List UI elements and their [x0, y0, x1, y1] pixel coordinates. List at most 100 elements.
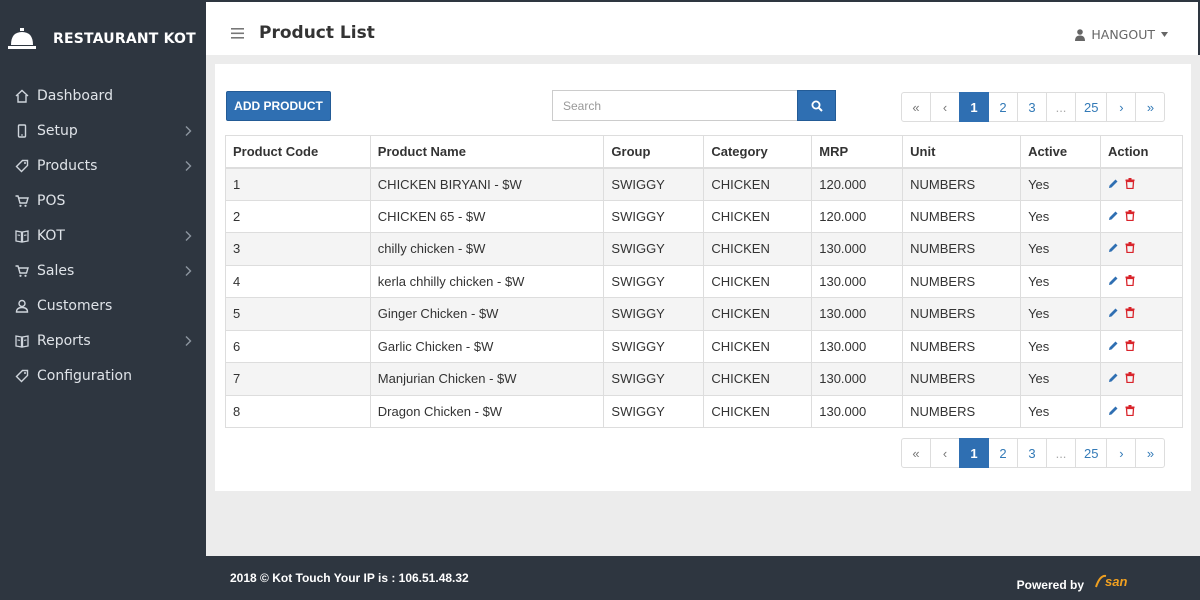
column-header[interactable]: Product Name	[369, 135, 605, 169]
sidebar-item-products[interactable]: Products	[0, 148, 206, 183]
table-cell: 130.000	[811, 297, 904, 331]
table-row[interactable]: 8 Dragon Chicken - $W SWIGGY CHICKEN 130.000…	[225, 394, 1183, 428]
pagination-ellipsis[interactable]: ...	[1046, 92, 1076, 122]
sidebar-nav: Dashboard Setup Products POS KOT Sales Custome…	[0, 78, 206, 393]
table-cell: SWIGGY	[603, 264, 705, 298]
table-row[interactable]: 1 CHICKEN BIRYANI - $W SWIGGY CHICKEN 120.00…	[225, 167, 1183, 201]
chevron-right-icon	[185, 335, 192, 346]
delete-button[interactable]	[1125, 242, 1135, 254]
table-cell: Yes	[1020, 167, 1101, 201]
book-icon	[15, 229, 29, 243]
table-row[interactable]: 2 CHICKEN 65 - $W SWIGGY CHICKEN 120.000 NUMB…	[225, 199, 1183, 233]
column-header[interactable]: Group	[603, 135, 705, 169]
table-cell: CHICKEN 65 - $W	[369, 199, 605, 233]
cart-icon	[15, 264, 29, 277]
page-25-button[interactable]: 25	[1075, 438, 1108, 468]
footer-text: 2018 © Kot Touch Your IP is : 106.51.48.…	[230, 571, 469, 585]
page-3-button[interactable]: 3	[1017, 92, 1047, 122]
sidebar-item-configuration[interactable]: Configuration	[0, 358, 206, 393]
delete-button[interactable]	[1125, 339, 1135, 351]
table-row[interactable]: 6 Garlic Chicken - $W SWIGGY CHICKEN 130.000…	[225, 329, 1183, 363]
table-cell: CHICKEN	[703, 362, 813, 396]
edit-button[interactable]	[1108, 307, 1119, 318]
table-cell: CHICKEN	[703, 199, 813, 233]
column-header[interactable]: Action	[1100, 135, 1183, 169]
search-button[interactable]	[797, 90, 836, 121]
sidebar-item-customers[interactable]: Customers	[0, 288, 206, 323]
action-cell	[1100, 394, 1183, 428]
sidebar-item-pos[interactable]: POS	[0, 183, 206, 218]
add-product-button[interactable]: ADD PRODUCT	[226, 91, 331, 121]
brand[interactable]: RESTAURANT KOT	[0, 0, 206, 78]
edit-button[interactable]	[1108, 340, 1119, 351]
trash-icon	[1125, 307, 1135, 319]
delete-button[interactable]	[1125, 307, 1135, 319]
table-cell: Yes	[1020, 232, 1101, 266]
table-row[interactable]: 3 chilly chicken - $W SWIGGY CHICKEN 130.000…	[225, 232, 1183, 266]
page-2-button[interactable]: 2	[988, 438, 1018, 468]
page-1-button[interactable]: 1	[959, 438, 989, 468]
page-1-button[interactable]: 1	[959, 92, 989, 122]
table-row[interactable]: 7 Manjurian Chicken - $W SWIGGY CHICKEN 130.…	[225, 362, 1183, 396]
last-page-button[interactable]: »	[1135, 438, 1166, 468]
delete-button[interactable]	[1125, 372, 1135, 384]
table-row[interactable]: 4 kerla chhilly chicken - $W SWIGGY CHICKEN…	[225, 264, 1183, 298]
table-cell: 2	[225, 199, 371, 233]
next-page-button[interactable]: ›	[1106, 438, 1137, 468]
edit-button[interactable]	[1108, 372, 1119, 383]
pencil-icon	[1109, 179, 1118, 188]
product-list-panel: ADD PRODUCT «‹123...25›» Product CodePro…	[215, 64, 1191, 491]
pagination-ellipsis[interactable]: ...	[1046, 438, 1076, 468]
sidebar-item-setup[interactable]: Setup	[0, 113, 206, 148]
prev-page-button[interactable]: ‹	[930, 92, 960, 122]
table-cell: CHICKEN	[703, 394, 813, 428]
column-header[interactable]: MRP	[811, 135, 904, 169]
hamburger-menu-icon[interactable]	[231, 28, 244, 39]
prev-page-button[interactable]: ‹	[930, 438, 960, 468]
table-row[interactable]: 5 Ginger Chicken - $W SWIGGY CHICKEN 130.000…	[225, 297, 1183, 331]
sidebar-item-dashboard[interactable]: Dashboard	[0, 78, 206, 113]
delete-button[interactable]	[1125, 274, 1135, 286]
delete-button[interactable]	[1125, 209, 1135, 221]
table-cell: 120.000	[811, 199, 904, 233]
column-header[interactable]: Category	[703, 135, 813, 169]
first-page-button[interactable]: «	[901, 438, 931, 468]
table-cell: 1	[225, 167, 371, 201]
delete-button[interactable]	[1125, 404, 1135, 416]
pencil-icon	[1109, 406, 1118, 415]
pencil-icon	[1109, 211, 1118, 220]
sidebar-item-reports[interactable]: Reports	[0, 323, 206, 358]
sidebar-item-kot[interactable]: KOT	[0, 218, 206, 253]
first-page-button[interactable]: «	[901, 92, 931, 122]
product-table: Product Code Product Name Group Category MRP…	[225, 135, 1183, 428]
table-cell: NUMBERS	[902, 264, 1022, 298]
san-logo: san	[1095, 574, 1127, 589]
page-2-button[interactable]: 2	[988, 92, 1018, 122]
column-header[interactable]: Active	[1020, 135, 1101, 169]
pencil-icon	[1109, 308, 1118, 318]
user-menu[interactable]: HANGOUT	[1075, 27, 1168, 42]
edit-button[interactable]	[1108, 275, 1119, 286]
edit-button[interactable]	[1108, 242, 1119, 253]
pencil-icon	[1109, 243, 1118, 253]
sidebar-item-sales[interactable]: Sales	[0, 253, 206, 288]
table-cell: SWIGGY	[603, 232, 705, 266]
edit-button[interactable]	[1108, 405, 1119, 416]
sidebar-item-label: Sales	[37, 262, 75, 279]
table-cell: CHICKEN	[703, 167, 813, 201]
search-input[interactable]	[552, 90, 797, 121]
delete-button[interactable]	[1125, 177, 1135, 189]
action-cell	[1100, 264, 1183, 298]
page-3-button[interactable]: 3	[1017, 438, 1047, 468]
powered-by: Powered by san	[1017, 573, 1138, 592]
page-25-button[interactable]: 25	[1075, 92, 1108, 122]
edit-button[interactable]	[1108, 210, 1119, 221]
column-header[interactable]: Unit	[902, 135, 1022, 169]
column-header[interactable]: Product Code	[225, 135, 371, 169]
next-page-button[interactable]: ›	[1106, 92, 1137, 122]
svg-text:san: san	[1105, 574, 1127, 589]
edit-button[interactable]	[1108, 178, 1119, 189]
action-cell	[1100, 199, 1183, 233]
last-page-button[interactable]: »	[1135, 92, 1166, 122]
cart-icon	[15, 194, 29, 207]
